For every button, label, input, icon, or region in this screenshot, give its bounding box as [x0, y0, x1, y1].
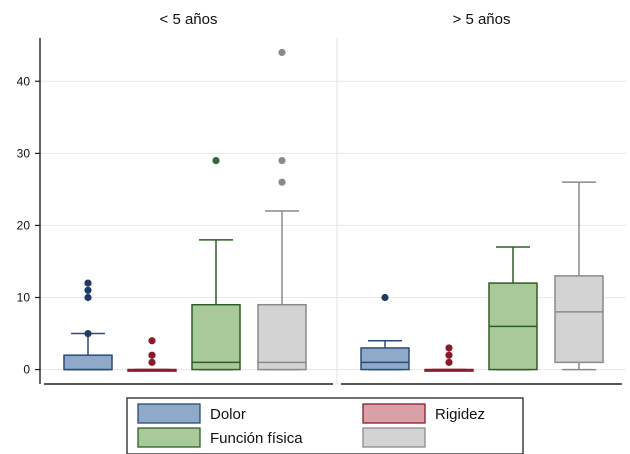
outlier-point: [278, 156, 286, 165]
panel-title-2: > 5 años: [453, 11, 511, 28]
legend-label-1: Dolor: [210, 406, 246, 423]
box-1-3: [191, 156, 241, 371]
panel-title-1: < 5 años: [160, 11, 218, 28]
box-1-4: [257, 48, 307, 371]
outlier-point: [148, 358, 156, 366]
legend-label-3: Función física: [210, 430, 303, 447]
outlier-point: [445, 358, 453, 366]
outlier-point: [445, 344, 453, 352]
outlier-point: [84, 286, 92, 294]
box-iqr: [360, 347, 410, 371]
outlier-point: [84, 279, 92, 287]
legend-swatch-2: [362, 403, 426, 424]
outlier-point: [84, 329, 92, 338]
outlier-point: [148, 337, 156, 345]
legend-swatch-3: [137, 427, 201, 448]
box-iqr: [554, 275, 604, 364]
box-iqr: [191, 303, 241, 371]
y-tick-label-30: 30: [17, 146, 31, 160]
box-iqr: [63, 354, 113, 371]
legend-swatch-1: [137, 403, 201, 424]
outlier-point: [278, 48, 286, 57]
outlier-point: [381, 293, 389, 302]
legend-label-2: Rigidez: [435, 406, 485, 423]
outlier-point: [148, 351, 156, 359]
legend: Dolor Rigidez Función física: [126, 397, 524, 454]
box-1-1: [63, 279, 113, 371]
y-tick-label-20: 20: [17, 218, 31, 232]
outlier-point: [445, 351, 453, 359]
outlier-point: [278, 178, 286, 186]
box-2-4: [554, 181, 604, 371]
box-1-2: [127, 337, 177, 372]
box-2-3: [488, 246, 538, 371]
y-tick-label-0: 0: [23, 363, 30, 377]
box-iqr: [257, 303, 307, 371]
box-2-2: [424, 344, 474, 372]
box-2-1: [360, 293, 410, 371]
y-tick-label-10: 10: [17, 291, 31, 305]
legend-swatch-4: [362, 427, 426, 448]
outlier-point: [84, 293, 92, 302]
y-tick-label-40: 40: [17, 74, 31, 88]
outlier-point: [212, 156, 220, 165]
